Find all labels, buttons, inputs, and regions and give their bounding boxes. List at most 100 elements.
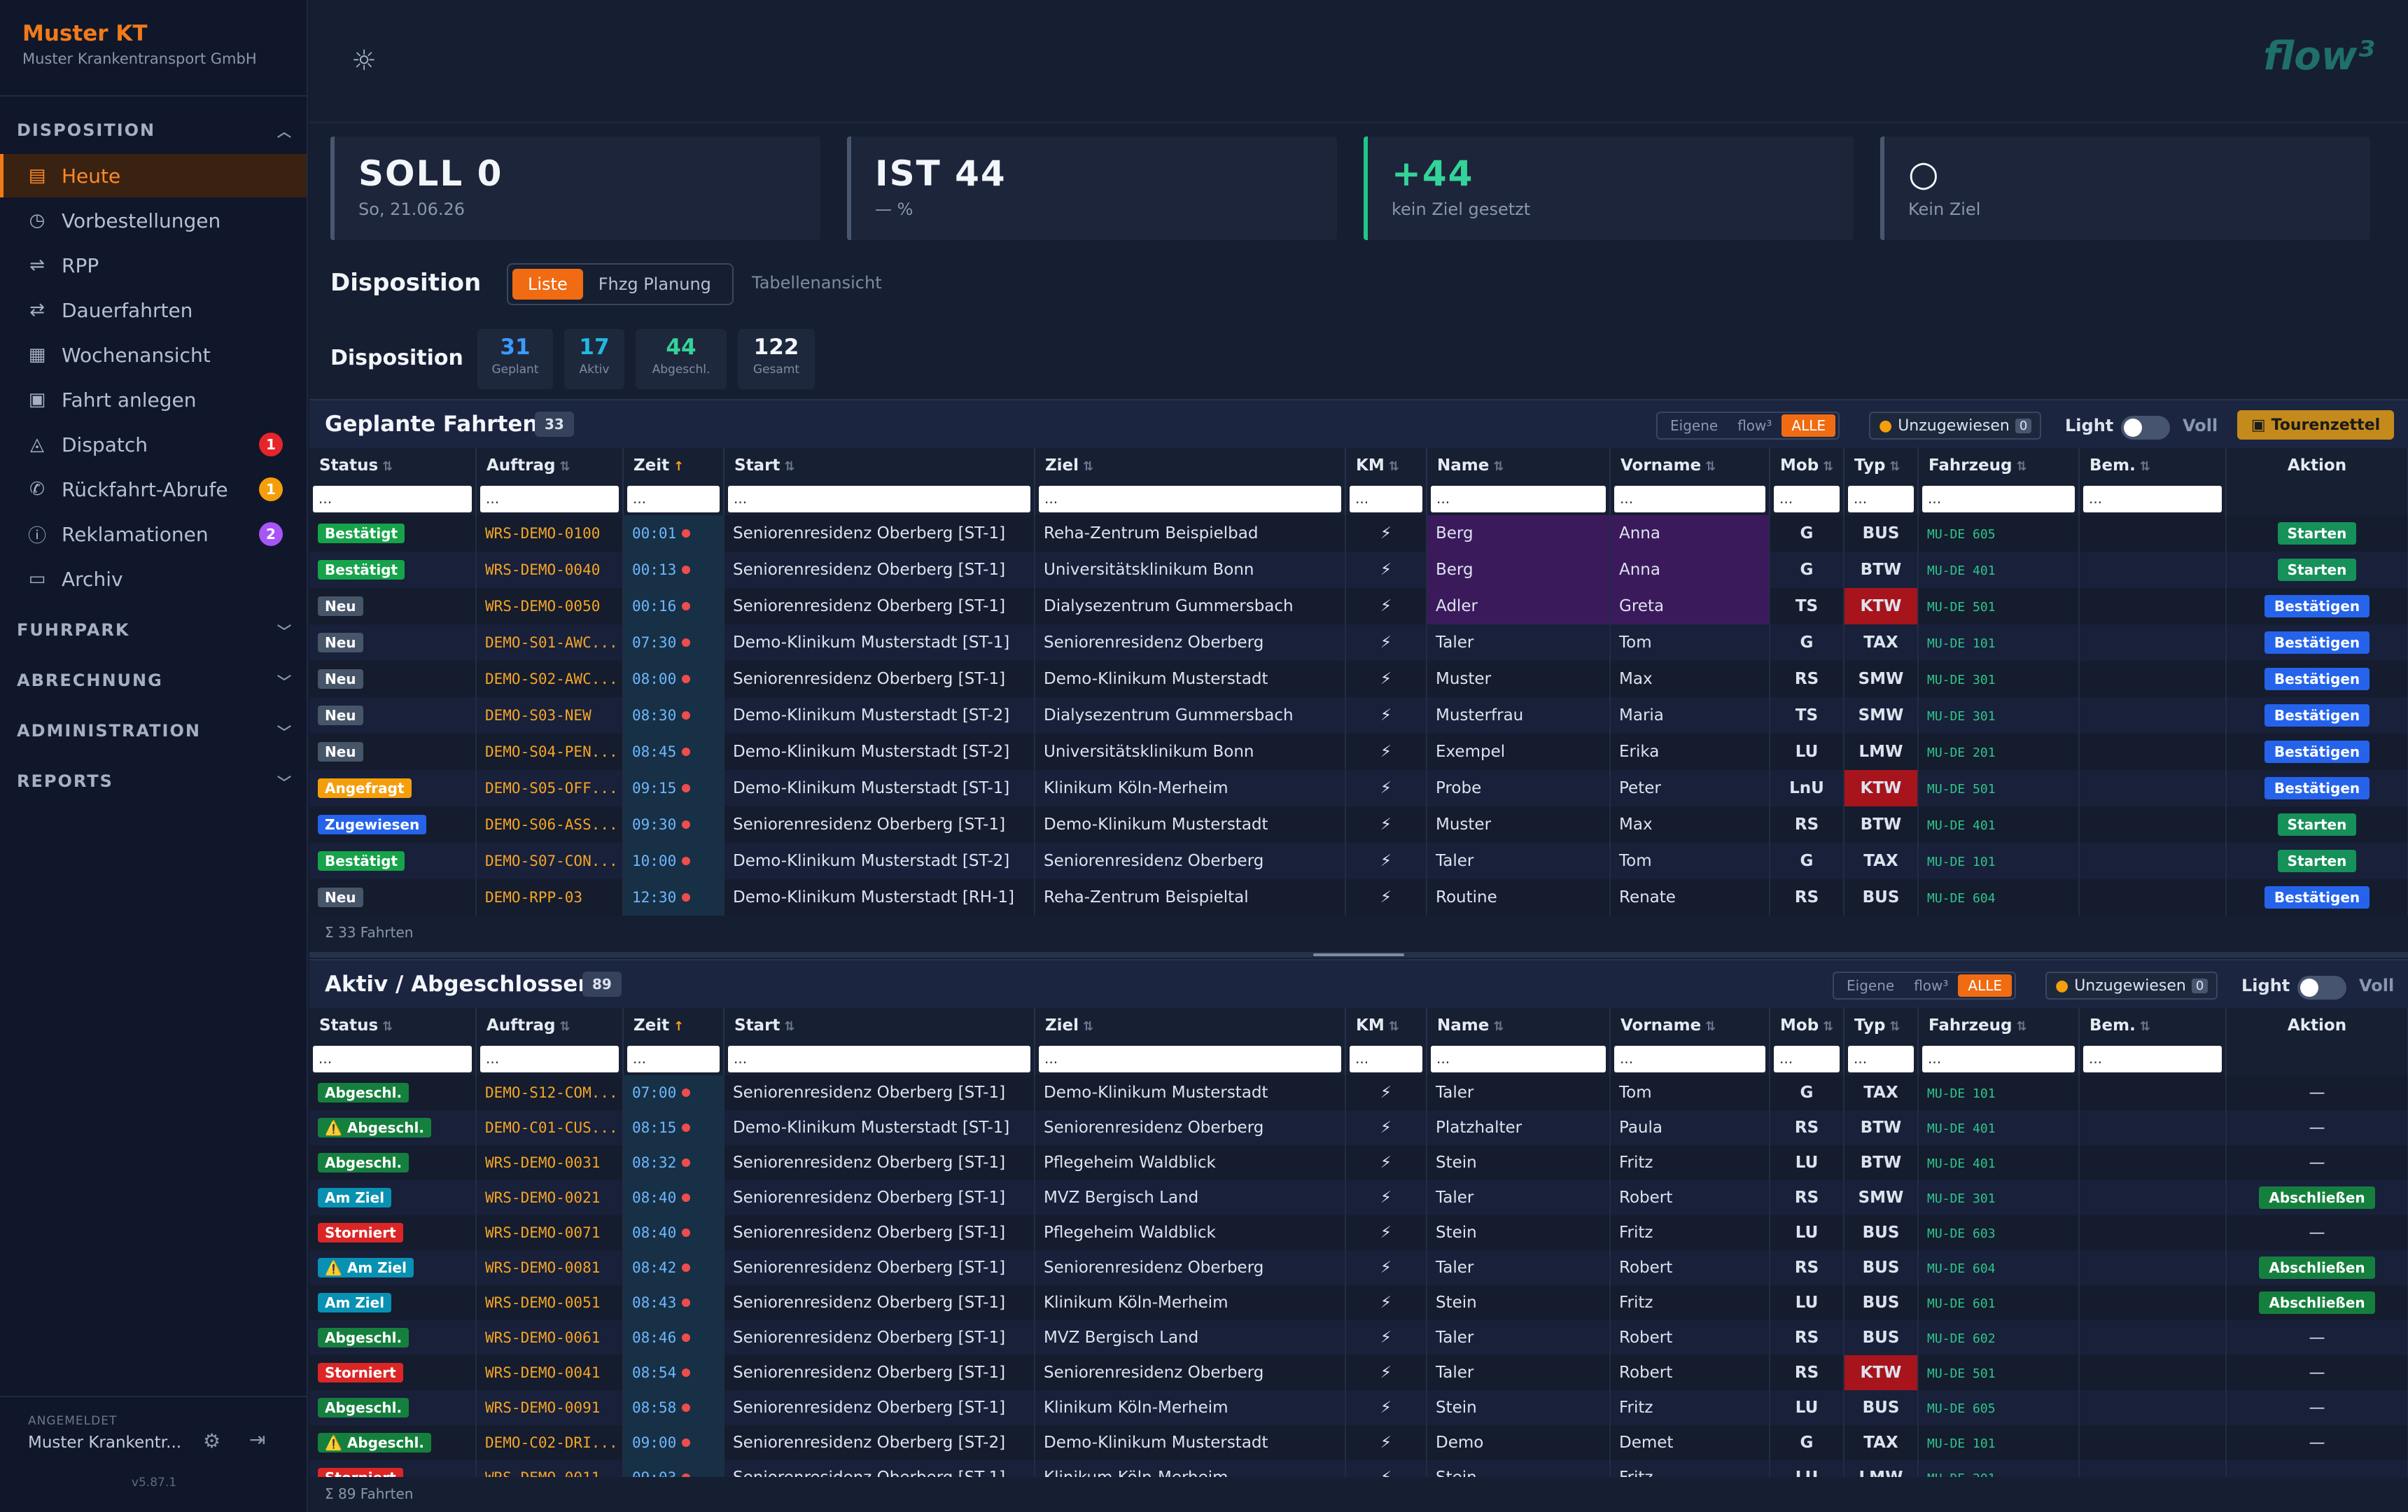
besttigen-button[interactable]: Bestätigen <box>2264 777 2370 799</box>
col-header-mob[interactable]: Mob ⇅ <box>1770 1008 1844 1043</box>
auftrag-cell[interactable]: WRS-DEMO-0100 <box>476 515 624 552</box>
scope-alle[interactable]: ALLE <box>1958 974 2012 997</box>
fahrzeug-cell[interactable]: MU-DE 605 <box>1918 1390 2080 1425</box>
sidebar-item-dispatch[interactable]: ◬ Dispatch 1 <box>0 423 307 466</box>
col-header-typ[interactable]: Typ ⇅ <box>1844 1008 1919 1043</box>
fahrzeug-cell[interactable]: MU-DE 301 <box>1918 661 2080 697</box>
table-row[interactable]: Neu DEMO-S01-AWC... 07:30 Demo-Klinikum Mus… <box>309 624 2408 661</box>
filter-input-name[interactable]: ... <box>1431 1046 1606 1072</box>
fahrzeug-cell[interactable]: MU-DE 501 <box>1918 588 2080 624</box>
table-row[interactable]: Abgeschl. WRS-DEMO-0031 08:32 Seniorenresid… <box>309 1145 2408 1180</box>
table-row[interactable]: Neu DEMO-S02-AWC... 08:00 Seniorenresidenz … <box>309 661 2408 697</box>
light-voll-toggle[interactable] <box>2297 976 2346 1000</box>
table-row[interactable]: ⚠️ Abgeschl. DEMO-C02-DRI... 09:00 Senioren… <box>309 1425 2408 1460</box>
filter-input-name[interactable]: ... <box>1431 486 1606 512</box>
filter-input-km[interactable]: ... <box>1350 1046 1422 1072</box>
col-header-auftrag[interactable]: Auftrag ⇅ <box>476 448 624 483</box>
table-row[interactable]: Storniert WRS-DEMO-0071 08:40 Seniorenresid… <box>309 1215 2408 1250</box>
filter-input-fahrzeug[interactable]: ... <box>1922 486 2075 512</box>
filter-input-fahrzeug[interactable]: ... <box>1922 1046 2075 1072</box>
table-row[interactable]: Bestätigt DEMO-S07-CON... 10:00 Demo-Klinik… <box>309 843 2408 879</box>
splitter-handle[interactable] <box>1313 953 1404 956</box>
table-row[interactable]: Zugewiesen DEMO-S06-ASS... 09:30 Seniorenre… <box>309 806 2408 843</box>
sidebar-item-rückfahrt-abrufe[interactable]: ✆ Rückfahrt-Abrufe 1 <box>0 468 307 511</box>
col-header-km[interactable]: KM ⇅ <box>1345 1008 1427 1043</box>
unassigned-filter[interactable]: ● Unzugewiesen 0 <box>2045 972 2218 1000</box>
scope-flow[interactable]: flow³ <box>1914 977 1949 994</box>
fahrzeug-cell[interactable]: MU-DE 601 <box>1918 1285 2080 1320</box>
fahrzeug-cell[interactable]: MU-DE 501 <box>1918 770 2080 806</box>
filter-input-status[interactable]: ... <box>313 486 472 512</box>
col-header-mob[interactable]: Mob ⇅ <box>1770 448 1844 483</box>
table-row[interactable]: Bestätigt WRS-DEMO-0040 00:13 Seniorenresid… <box>309 552 2408 588</box>
auftrag-cell[interactable]: WRS-DEMO-0051 <box>476 1285 624 1320</box>
besttigen-button[interactable]: Bestätigen <box>2264 741 2370 763</box>
col-header-aktion[interactable]: Aktion <box>2226 1008 2408 1043</box>
fahrzeug-cell[interactable]: MU-DE 401 <box>1918 552 2080 588</box>
besttigen-button[interactable]: Bestätigen <box>2264 668 2370 690</box>
logout-icon[interactable]: ⇥ <box>249 1428 266 1451</box>
col-header-km[interactable]: KM ⇅ <box>1345 448 1427 483</box>
table-row[interactable]: Am Ziel WRS-DEMO-0021 08:40 Seniorenresiden… <box>309 1180 2408 1215</box>
section-disposition[interactable]: DISPOSITION ︿ <box>17 116 291 144</box>
fahrzeug-cell[interactable]: MU-DE 101 <box>1918 624 2080 661</box>
fahrzeug-cell[interactable]: MU-DE 501 <box>1918 1355 2080 1390</box>
sidebar-item-reklamationen[interactable]: ⓘ Reklamationen 2 <box>0 512 307 556</box>
tab-tabellenansicht[interactable]: Tabellenansicht <box>752 273 882 293</box>
table-row[interactable]: Bestätigt WRS-DEMO-0100 00:01 Seniorenresid… <box>309 515 2408 552</box>
settings-gear-icon[interactable]: ⚙ <box>203 1429 221 1452</box>
auftrag-cell[interactable]: DEMO-S07-CON... <box>476 843 624 879</box>
fahrzeug-cell[interactable]: MU-DE 101 <box>1918 1075 2080 1110</box>
tab-liste[interactable]: Liste <box>512 269 583 300</box>
fahrzeug-cell[interactable]: MU-DE 101 <box>1918 1425 2080 1460</box>
col-header-bem[interactable]: Bem. ⇅ <box>2079 1008 2227 1043</box>
col-header-vorname[interactable]: Vorname ⇅ <box>1610 1008 1770 1043</box>
filter-input-auftrag[interactable]: ... <box>480 1046 619 1072</box>
abschlieen-button[interactable]: Abschließen <box>2259 1256 2375 1279</box>
tourenzettel-button[interactable]: ▣ Tourenzettel <box>2237 410 2394 440</box>
starten-button[interactable]: Starten <box>2277 813 2357 836</box>
filter-input-ziel[interactable]: ... <box>1039 1046 1341 1072</box>
table-row[interactable]: ⚠️ Am Ziel WRS-DEMO-0081 08:42 Seniorenresi… <box>309 1250 2408 1285</box>
besttigen-button[interactable]: Bestätigen <box>2264 631 2370 654</box>
filter-input-mob[interactable]: ... <box>1774 486 1840 512</box>
section-administration[interactable]: ADMINISTRATION ﹀ <box>17 717 291 745</box>
fahrzeug-cell[interactable]: MU-DE 201 <box>1918 734 2080 770</box>
auftrag-cell[interactable]: DEMO-S12-COM... <box>476 1075 624 1110</box>
auftrag-cell[interactable]: DEMO-C02-DRI... <box>476 1425 624 1460</box>
abschlieen-button[interactable]: Abschließen <box>2259 1292 2375 1314</box>
section-reports[interactable]: REPORTS ﹀ <box>17 767 291 795</box>
col-header-ziel[interactable]: Ziel ⇅ <box>1035 1008 1346 1043</box>
fahrzeug-cell[interactable]: MU-DE 604 <box>1918 879 2080 916</box>
scope-flow[interactable]: flow³ <box>1737 417 1772 434</box>
filter-input-mob[interactable]: ... <box>1774 1046 1840 1072</box>
auftrag-cell[interactable]: DEMO-S04-PEN... <box>476 734 624 770</box>
table-row[interactable]: Storniert WRS-DEMO-0041 08:54 Seniorenresid… <box>309 1355 2408 1390</box>
col-header-start[interactable]: Start ⇅ <box>724 448 1035 483</box>
filter-input-zeit[interactable]: ... <box>627 486 720 512</box>
sidebar-item-heute[interactable]: ▤ Heute <box>0 154 307 197</box>
col-header-zeit[interactable]: Zeit ↑ <box>623 1008 724 1043</box>
fahrzeug-cell[interactable]: MU-DE 401 <box>1918 1110 2080 1145</box>
col-header-status[interactable]: Status ⇅ <box>309 1008 477 1043</box>
col-header-start[interactable]: Start ⇅ <box>724 1008 1035 1043</box>
col-header-name[interactable]: Name ⇅ <box>1427 1008 1611 1043</box>
filter-input-start[interactable]: ... <box>728 486 1030 512</box>
besttigen-button[interactable]: Bestätigen <box>2264 886 2370 909</box>
filter-input-zeit[interactable]: ... <box>627 1046 720 1072</box>
auftrag-cell[interactable]: DEMO-S05-OFF... <box>476 770 624 806</box>
filter-input-status[interactable]: ... <box>313 1046 472 1072</box>
table-row[interactable]: Neu DEMO-RPP-03 12:30 Demo-Klinikum Musters… <box>309 879 2408 916</box>
starten-button[interactable]: Starten <box>2277 850 2357 872</box>
filter-input-ziel[interactable]: ... <box>1039 486 1341 512</box>
fahrzeug-cell[interactable]: MU-DE 401 <box>1918 1145 2080 1180</box>
table-row[interactable]: ⚠️ Abgeschl. DEMO-C01-CUS... 08:15 Demo-Kli… <box>309 1110 2408 1145</box>
fahrzeug-cell[interactable]: MU-DE 301 <box>1918 1180 2080 1215</box>
table-row[interactable]: Abgeschl. DEMO-S12-COM... 07:00 Seniorenres… <box>309 1075 2408 1110</box>
table-row[interactable]: Neu WRS-DEMO-0050 00:16 Seniorenresidenz Ob… <box>309 588 2408 624</box>
auftrag-cell[interactable]: WRS-DEMO-0071 <box>476 1215 624 1250</box>
col-header-vorname[interactable]: Vorname ⇅ <box>1610 448 1770 483</box>
filter-input-km[interactable]: ... <box>1350 486 1422 512</box>
auftrag-cell[interactable]: WRS-DEMO-0031 <box>476 1145 624 1180</box>
sidebar-item-archiv[interactable]: ▭ Archiv <box>0 557 307 601</box>
